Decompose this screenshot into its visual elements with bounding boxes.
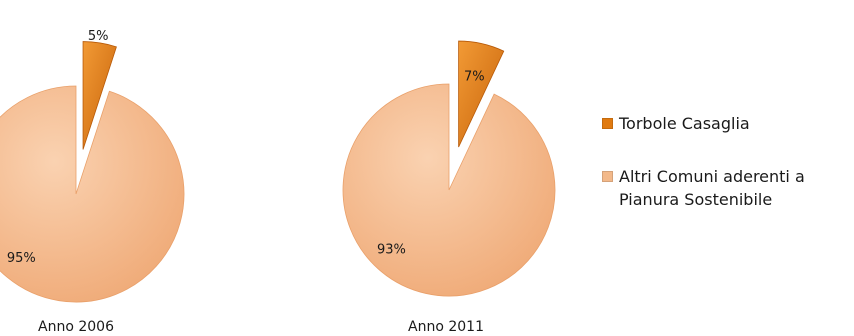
pie-2-slice-1 xyxy=(458,40,505,148)
legend-item-altri-comuni: Altri Comuni aderenti a Pianura Sostenib… xyxy=(602,165,852,211)
pie-2-label-1: 7% xyxy=(464,70,485,85)
legend-swatch-altri-comuni xyxy=(602,171,613,182)
pie-1-label-1: 5% xyxy=(88,29,109,44)
legend-label: Altri Comuni aderenti a Pianura Sostenib… xyxy=(619,167,805,209)
legend: Torbole Casaglia Altri Comuni aderenti a… xyxy=(602,112,852,241)
legend-swatch-torbole xyxy=(602,118,613,129)
pie-1-title: Anno 2006 xyxy=(38,319,114,335)
pie-1-slice-1 xyxy=(82,41,117,150)
pie-2-label-2: 93% xyxy=(377,242,406,257)
pie-2-slice-2 xyxy=(342,83,556,297)
legend-label: Torbole Casaglia xyxy=(619,114,750,133)
pie-1-label-2: 95% xyxy=(7,251,36,266)
pie-1-slice-2 xyxy=(0,85,185,303)
pie-2-title: Anno 2011 xyxy=(408,319,484,335)
legend-item-torbole: Torbole Casaglia xyxy=(602,112,852,135)
